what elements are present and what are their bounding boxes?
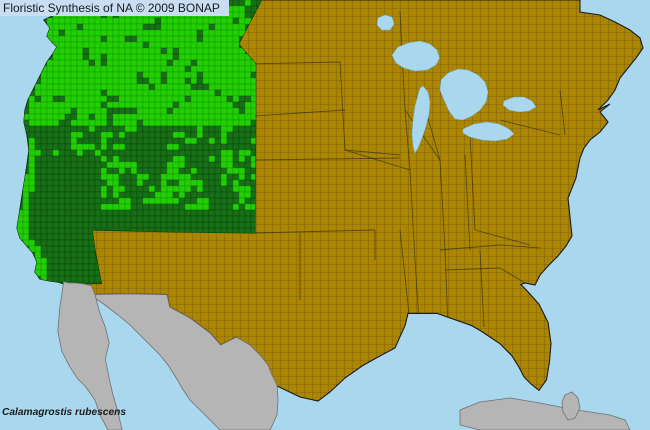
svg-text:Calamagrostis rubescens: Calamagrostis rubescens xyxy=(2,407,126,418)
svg-text:Floristic Synthesis of NA © 20: Floristic Synthesis of NA © 2009 BONAP xyxy=(3,1,220,15)
